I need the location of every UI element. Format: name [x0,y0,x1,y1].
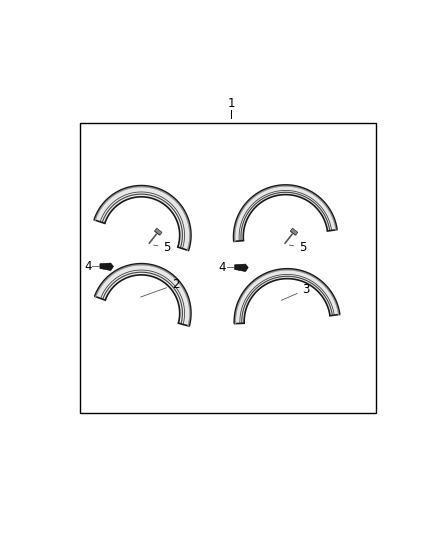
Text: 4: 4 [84,260,92,273]
Polygon shape [100,263,113,271]
Text: 2: 2 [141,278,179,297]
Polygon shape [155,228,162,235]
Text: 4: 4 [219,261,226,274]
Polygon shape [95,186,191,251]
Text: 3: 3 [281,283,310,300]
Bar [80,123,375,414]
Polygon shape [95,264,191,326]
Polygon shape [290,228,298,235]
Polygon shape [235,264,248,271]
Text: 1: 1 [227,96,235,110]
Polygon shape [235,269,339,324]
Text: 5: 5 [290,240,307,254]
Polygon shape [234,185,337,241]
Text: 5: 5 [154,240,171,254]
